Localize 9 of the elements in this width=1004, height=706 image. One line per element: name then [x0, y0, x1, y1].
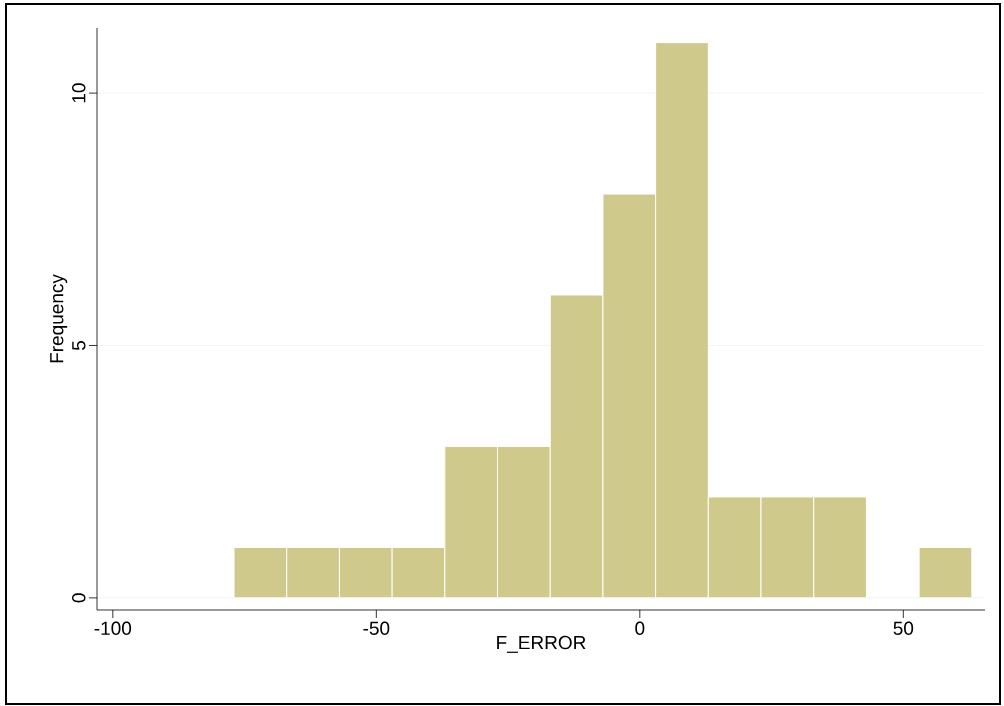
y-tick-label: 0 [72, 593, 86, 603]
x-tick-label: -100 [94, 621, 132, 635]
y-tick-label: 10 [72, 83, 86, 103]
x-tick-label: 50 [893, 621, 914, 635]
x-tick-label: -50 [363, 621, 390, 635]
y-tick-label: 5 [72, 341, 86, 351]
x-axis-title: F_ERROR [497, 635, 586, 653]
y-axis-title: Frequency [50, 274, 68, 363]
x-tick-label: 0 [635, 621, 645, 635]
